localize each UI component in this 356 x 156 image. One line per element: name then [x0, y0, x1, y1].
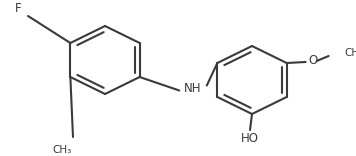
- Text: CH₃: CH₃: [52, 145, 72, 155]
- Text: NH: NH: [184, 81, 202, 95]
- Text: HO: HO: [241, 132, 259, 146]
- Text: O: O: [309, 54, 318, 68]
- Text: F: F: [15, 2, 21, 15]
- Text: CH₃: CH₃: [345, 48, 356, 58]
